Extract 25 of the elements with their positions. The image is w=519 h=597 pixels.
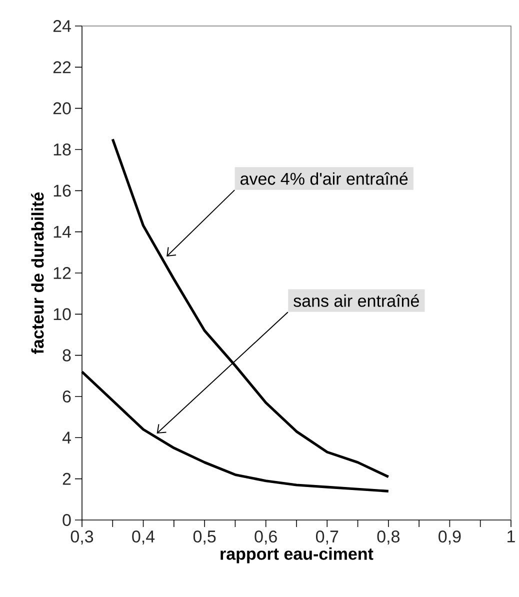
y-tick-label: 14 bbox=[54, 226, 71, 238]
y-tick-label: 16 bbox=[54, 184, 71, 197]
x-tick-label: 0,9 bbox=[438, 530, 461, 545]
y-tick-label: 8 bbox=[62, 349, 71, 362]
x-axis-title: rapport eau-ciment bbox=[220, 547, 374, 564]
x-tick-label: 0,7 bbox=[316, 530, 338, 545]
x-tick-label: 0,8 bbox=[377, 530, 400, 545]
y-tick-label: 10 bbox=[54, 308, 71, 320]
y-tick-label: 24 bbox=[53, 20, 71, 32]
y-tick-label: 18 bbox=[54, 143, 71, 156]
y-axis-title: facteur de durabilité bbox=[31, 192, 44, 354]
y-tick-label: 22 bbox=[53, 61, 71, 74]
annotation: sans air entraîné bbox=[294, 294, 419, 307]
x-tick-label: 0,4 bbox=[132, 530, 155, 545]
x-tick-label: 0,6 bbox=[254, 530, 277, 545]
x-tick-label: 0,3 bbox=[70, 530, 94, 545]
y-tick-label: 4 bbox=[62, 432, 71, 444]
y-tick-label: 12 bbox=[54, 267, 71, 279]
y-tick-label: 6 bbox=[62, 390, 71, 403]
y-tick-label: 0 bbox=[62, 514, 71, 526]
annotation: avec 4% d'air entraîné bbox=[240, 172, 408, 185]
x-tick-label: 0,5 bbox=[193, 530, 216, 545]
y-tick-label: 20 bbox=[53, 102, 71, 114]
y-tick-label: 2 bbox=[62, 472, 71, 485]
x-tick-label: 1 bbox=[508, 530, 515, 542]
